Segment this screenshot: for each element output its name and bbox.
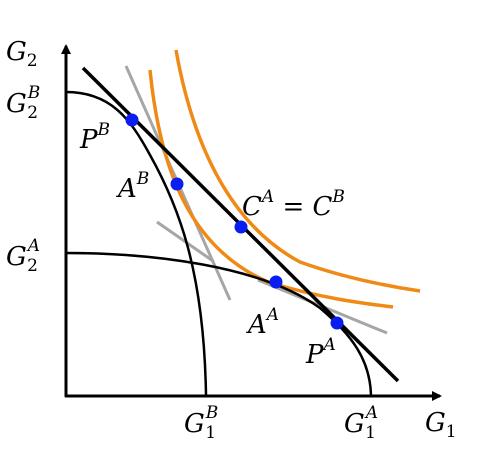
- indifference-curve-outer: [174, 49, 421, 293]
- frontier-country-b: [65, 90, 208, 396]
- x-axis-label: G1: [425, 408, 457, 442]
- y-axis-label: G2: [6, 37, 38, 71]
- point-label-pb: PB: [79, 120, 110, 155]
- point-label-c: CA = CB: [242, 187, 345, 222]
- frontier-country-a: [65, 251, 373, 396]
- tick-label-g2b: GB 2: [6, 83, 40, 123]
- point-pa: [330, 316, 344, 330]
- point-label-pa: PA: [305, 335, 336, 370]
- point-aa: [269, 275, 283, 289]
- tick-label-g1a: GA 1: [344, 403, 378, 443]
- point-ab: [170, 177, 184, 191]
- tick-label-g2a: GA 2: [6, 236, 40, 276]
- indifference-curve-inner: [148, 69, 394, 309]
- point-c: [234, 220, 248, 234]
- tick-label-g1b: GB 1: [184, 403, 218, 443]
- point-label-ab: AB: [116, 169, 149, 204]
- point-label-aa: AA: [246, 305, 279, 340]
- point-pb: [125, 113, 139, 127]
